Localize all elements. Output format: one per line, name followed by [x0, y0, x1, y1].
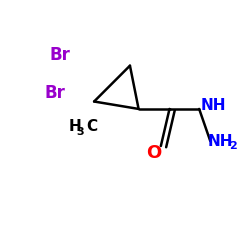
Text: NH: NH — [208, 134, 233, 148]
Text: O: O — [146, 144, 161, 162]
Text: 2: 2 — [229, 141, 236, 151]
Text: NH: NH — [200, 98, 226, 113]
Text: H: H — [68, 119, 81, 134]
Text: Br: Br — [45, 84, 66, 102]
Text: C: C — [87, 119, 98, 134]
Text: 3: 3 — [77, 128, 84, 138]
Text: Br: Br — [50, 46, 70, 64]
